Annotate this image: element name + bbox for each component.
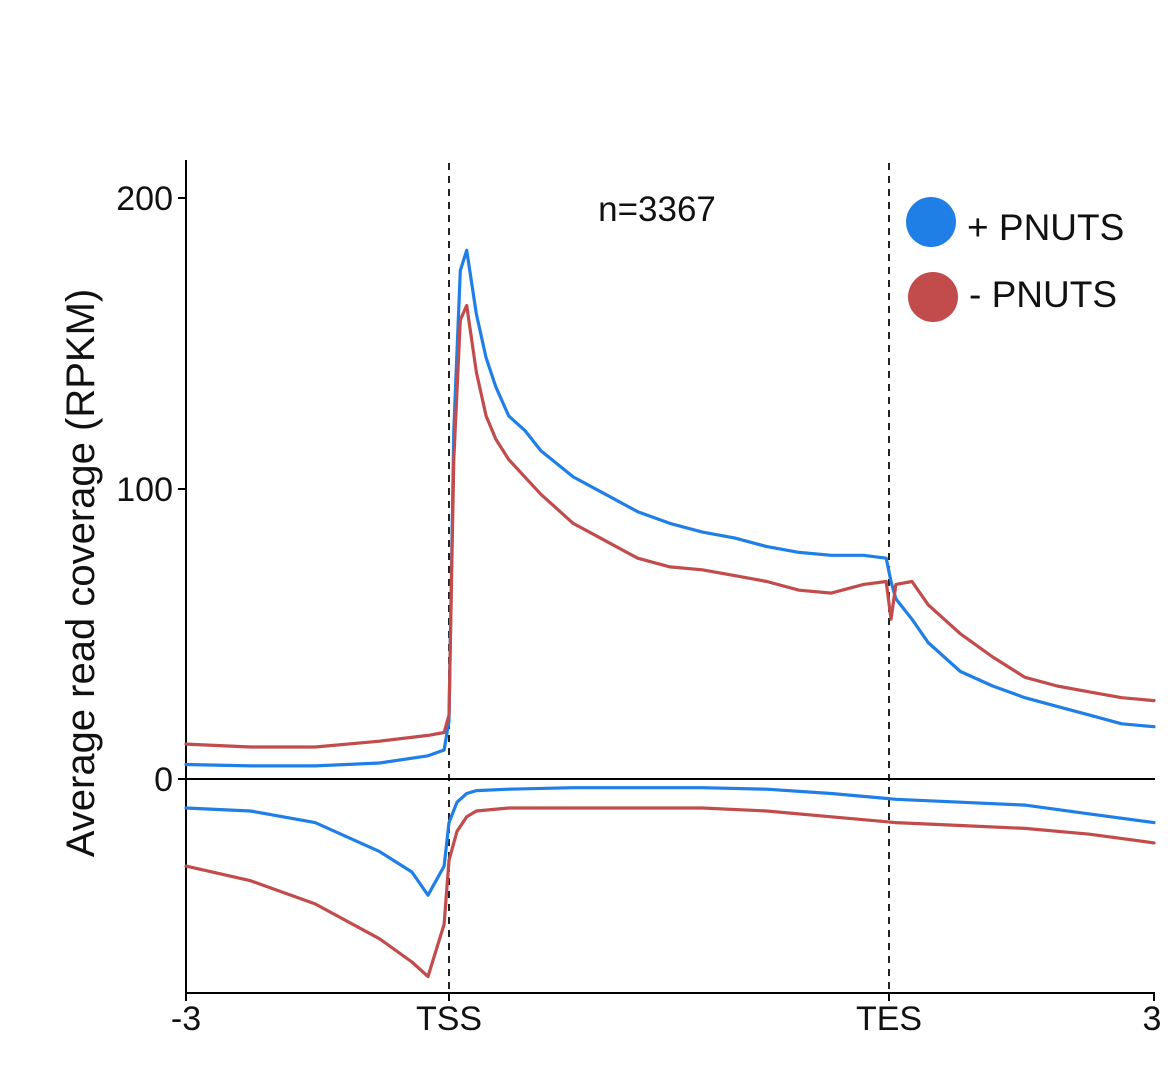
y-tick-label-200: 200 (116, 180, 173, 218)
x-tick-label-start: -3 (171, 1000, 201, 1038)
series-line-plus-pnuts-antisense (184, 786, 1156, 897)
series-line-plus-pnuts-sense (184, 248, 1156, 768)
x-tick-label-tss: TSS (416, 1000, 482, 1038)
y-tick-label-0: 0 (154, 761, 173, 799)
y-tick-label-100: 100 (116, 471, 173, 509)
series-line-minus-pnuts-sense (184, 303, 1156, 749)
x-tick-label-end: 3 (1143, 1000, 1162, 1038)
series-line-minus-pnuts-antisense (184, 806, 1156, 979)
gene-count-annotation: n=3367 (598, 190, 716, 229)
series-layer (184, 248, 1156, 979)
x-tick-label-tes: TES (856, 1000, 922, 1038)
legend-label-minus-pnuts: - PNUTS (969, 274, 1117, 315)
legend: + PNUTS - PNUTS (906, 197, 1124, 322)
legend-label-plus-pnuts: + PNUTS (967, 207, 1124, 248)
legend-swatch-plus-pnuts (906, 197, 956, 247)
legend-swatch-minus-pnuts (908, 272, 958, 322)
y-axis-title: Average read coverage (RPKM) (59, 289, 103, 857)
